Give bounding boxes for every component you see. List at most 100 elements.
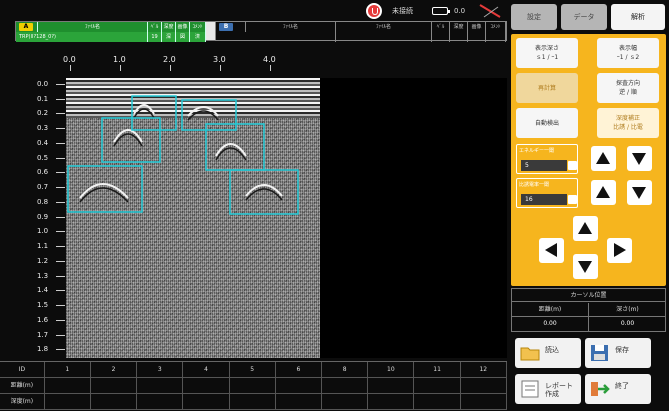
hyperbola-reflection	[245, 184, 283, 197]
dielectric-threshold-value[interactable]: 16	[521, 194, 567, 205]
tab-analysis[interactable]: 解析	[611, 4, 665, 30]
dielectric-threshold: 比誘電率一閾 16	[516, 178, 578, 208]
arrow-left-icon	[545, 243, 557, 257]
display-width-button[interactable]: 表示幅 ｰ1 / ｓ2	[597, 38, 659, 68]
battery-label: 0.0	[454, 7, 466, 15]
y-tick-label: 0.5	[37, 153, 49, 162]
report-button[interactable]: レポート 作成	[515, 374, 581, 404]
depth-label: 深さ(m)	[589, 303, 666, 317]
x-tick-label: 4.0	[263, 55, 276, 64]
file-info-a-header: ﾌｧｲﾙ名 ﾍﾞﾙ 深度 画像 ｺﾒﾝﾄ	[16, 22, 244, 32]
y-tick-label: 1.3	[37, 271, 49, 280]
y-tick-label: 1.8	[37, 345, 49, 354]
dpad-left-button[interactable]	[539, 238, 564, 263]
image-header: 画像	[176, 22, 190, 32]
y-tick-label: 1.6	[37, 315, 49, 324]
cursor-position: カーソル位置 距離(m) 深さ(m) 0.00 0.00	[511, 288, 666, 332]
x-tick-label: 3.0	[213, 55, 226, 64]
arrow-right-icon	[614, 243, 626, 257]
record-icon[interactable]	[366, 3, 382, 19]
y-tick-label: 0.6	[37, 168, 49, 177]
exit-button[interactable]: 終了	[585, 374, 651, 404]
radargram-view[interactable]	[66, 78, 320, 358]
dielectric-up-button[interactable]	[591, 180, 616, 205]
distance-value: 0.00	[512, 317, 589, 331]
depth-header: 深度(m)	[0, 394, 45, 409]
save-icon	[591, 345, 608, 361]
report-icon	[521, 380, 539, 398]
detection-box	[67, 165, 143, 213]
channel-a-badge[interactable]: A	[19, 23, 33, 31]
channel-b-badge[interactable]: B	[219, 23, 233, 31]
table-row: ID 1 2 3 4 5 6 8 10 11 12	[0, 362, 507, 378]
y-tick-label: 0.3	[37, 124, 49, 133]
y-tick-label: 0.0	[37, 80, 49, 88]
id-cell[interactable]: 1	[45, 362, 91, 377]
file-info-b[interactable]: B ﾌｧｲﾙ名 ﾌｧｲﾙ名 ﾍﾞﾙ 深度 画像 ｺﾒﾝﾄ	[215, 21, 507, 42]
file-info-a[interactable]: ﾌｧｲﾙ名 ﾍﾞﾙ 深度 画像 ｺﾒﾝﾄ A TRP(II?128_0?) 19…	[15, 21, 245, 42]
energy-down-button[interactable]	[627, 146, 652, 171]
folder-icon	[520, 347, 540, 361]
y-tick-label: 0.1	[37, 94, 49, 103]
id-cell[interactable]: 2	[91, 362, 138, 377]
control-panel: 設定 データ 解析 表示深さ ｓ1 / ｰ1 表示幅 ｰ1 / ｓ2 再計算 探…	[507, 0, 669, 411]
file-name-header: ﾌｧｲﾙ名	[38, 22, 148, 32]
load-button[interactable]: 読込	[515, 338, 581, 368]
id-cell[interactable]: 3	[137, 362, 184, 377]
display-depth-button[interactable]: 表示深さ ｓ1 / ｰ1	[516, 38, 578, 68]
id-cell[interactable]: 12	[461, 362, 507, 377]
detection-table[interactable]: ID 1 2 3 4 5 6 8 10 11 12 距離(m) 深度(m)	[0, 361, 507, 410]
dpad-right-button[interactable]	[607, 238, 632, 263]
auto-detect-button[interactable]: 自動検出	[516, 108, 578, 138]
file-info-a-row: TRP(II?128_0?) 19 深 図 済	[16, 32, 244, 42]
id-header: ID	[0, 362, 45, 377]
detection-box	[101, 117, 161, 163]
energy-up-button[interactable]	[591, 146, 616, 171]
scan-direction-button[interactable]: 探査方向 逆 / 順	[597, 73, 659, 103]
file-name-value: TRP(II?128_0?)	[16, 32, 148, 42]
dielectric-down-button[interactable]	[627, 180, 652, 205]
arrow-up-icon	[596, 152, 610, 164]
dpad-up-button[interactable]	[573, 216, 598, 241]
empty-view-area	[320, 78, 507, 358]
id-cell[interactable]: 10	[368, 362, 415, 377]
bell-header: ﾍﾞﾙ	[148, 22, 162, 32]
detection-overlay	[67, 95, 299, 215]
subsurface-noise	[66, 118, 320, 358]
y-tick-label: 0.7	[37, 183, 49, 192]
analysis-controls: 表示深さ ｓ1 / ｰ1 表示幅 ｰ1 / ｓ2 再計算 探査方向 逆 / 順 …	[511, 34, 666, 286]
id-cell[interactable]: 4	[183, 362, 230, 377]
id-cell[interactable]: 11	[414, 362, 461, 377]
table-row: 距離(m)	[0, 378, 507, 394]
arrow-up-icon	[596, 186, 610, 198]
tab-settings[interactable]: 設定	[511, 4, 557, 30]
distance-axis: 0.0 1.0 2.0 3.0 4.0	[0, 55, 507, 71]
recalc-button[interactable]: 再計算	[516, 73, 578, 103]
arrow-down-icon	[632, 187, 646, 199]
distance-header: 距離(m)	[0, 378, 45, 393]
hyperbola-reflection	[187, 106, 219, 117]
hyperbola-reflection	[133, 104, 155, 115]
y-tick-label: 0.4	[37, 138, 49, 147]
depth-correction-button[interactable]: 深度補正 比誘 / 比電	[597, 108, 659, 138]
energy-threshold-value[interactable]: 5	[521, 160, 567, 171]
detection-box	[181, 99, 237, 131]
tab-data[interactable]: データ	[561, 4, 607, 30]
arrow-down-icon	[632, 153, 646, 165]
y-tick-label: 1.7	[37, 330, 49, 339]
y-tick-label: 1.5	[37, 301, 49, 310]
id-cell[interactable]: 6	[276, 362, 323, 377]
y-tick-label: 1.0	[37, 227, 49, 236]
hyperbola-reflection	[113, 129, 143, 143]
y-tick-label: 1.4	[37, 286, 49, 295]
id-cell[interactable]: 5	[230, 362, 276, 377]
y-tick-label: 0.8	[37, 197, 49, 206]
distance-label: 距離(m)	[512, 303, 589, 317]
y-tick-label: 0.2	[37, 109, 49, 118]
x-tick-label: 0.0	[63, 55, 76, 64]
detection-box	[131, 95, 177, 131]
dpad-down-button[interactable]	[573, 254, 598, 279]
id-cell[interactable]: 8	[322, 362, 369, 377]
file-info-b-row	[216, 32, 506, 42]
save-button[interactable]: 保存	[585, 338, 651, 368]
